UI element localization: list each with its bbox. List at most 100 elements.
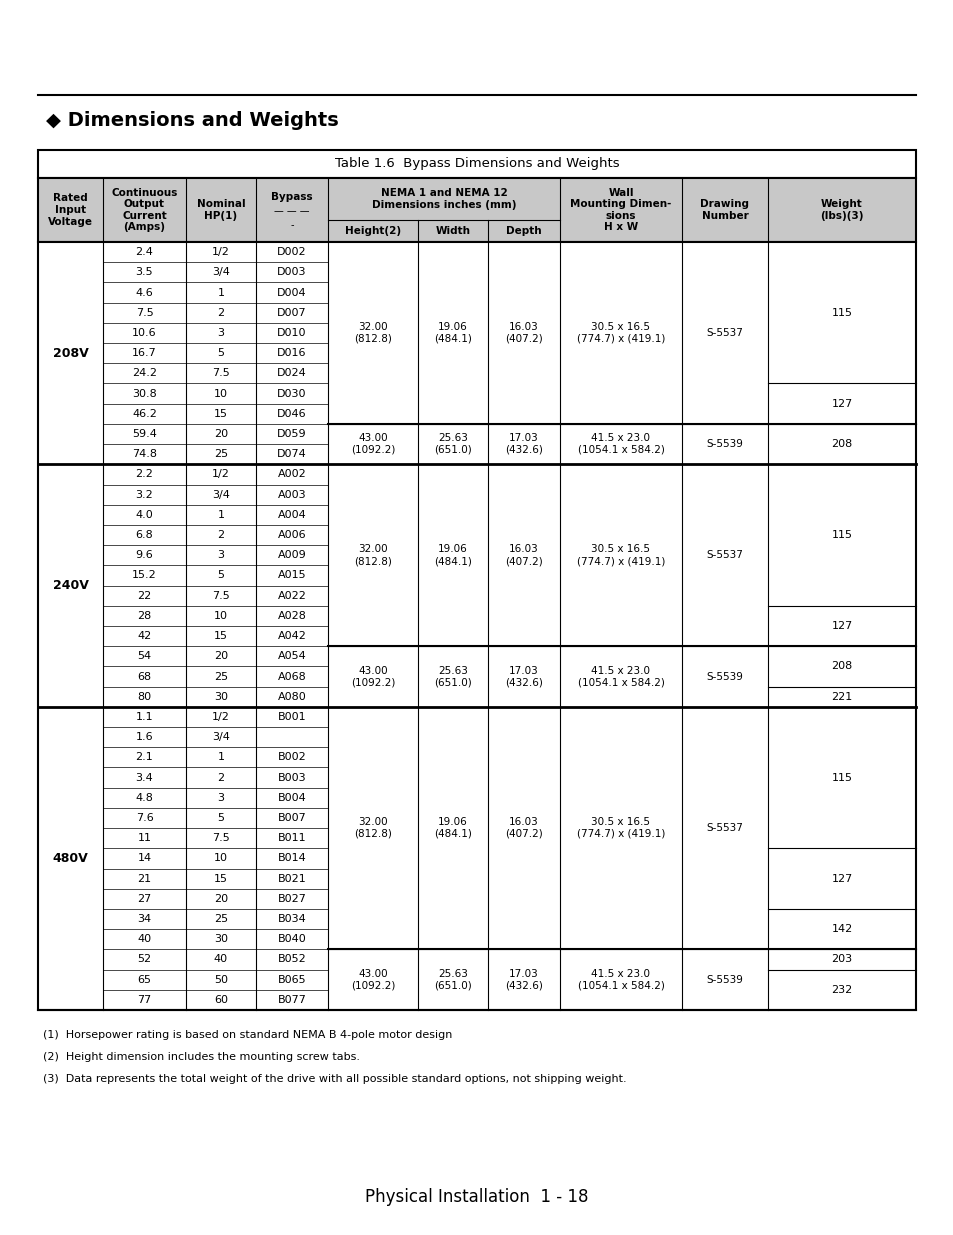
Text: 16.7: 16.7: [132, 348, 156, 358]
Text: 7.5: 7.5: [135, 308, 153, 317]
Text: 25: 25: [213, 914, 228, 924]
Text: 9.6: 9.6: [135, 551, 153, 561]
Text: A002: A002: [277, 469, 306, 479]
Text: D046: D046: [277, 409, 307, 419]
Text: A080: A080: [277, 692, 306, 701]
Text: 40: 40: [137, 934, 152, 945]
Text: 54: 54: [137, 651, 152, 661]
Text: 4.6: 4.6: [135, 288, 153, 298]
Text: 2.4: 2.4: [135, 247, 153, 257]
Text: A003: A003: [277, 489, 306, 500]
Text: B077: B077: [277, 995, 306, 1005]
Text: 115: 115: [831, 530, 852, 540]
Text: D030: D030: [277, 389, 307, 399]
Text: D024: D024: [276, 368, 307, 378]
Text: 20: 20: [213, 651, 228, 661]
Text: 480V: 480V: [52, 852, 89, 864]
Text: D010: D010: [277, 329, 307, 338]
Text: 68: 68: [137, 672, 152, 682]
Text: 1/2: 1/2: [212, 711, 230, 722]
Text: 20: 20: [213, 894, 228, 904]
Text: 32.00
(812.8): 32.00 (812.8): [354, 545, 392, 566]
Text: 1.1: 1.1: [135, 711, 153, 722]
Text: 25.63
(651.0): 25.63 (651.0): [434, 666, 472, 688]
Text: S-5539: S-5539: [706, 974, 742, 984]
Text: 3.2: 3.2: [135, 489, 153, 500]
Text: 20: 20: [213, 429, 228, 438]
Text: B003: B003: [277, 773, 306, 783]
Text: 16.03
(407.2): 16.03 (407.2): [504, 322, 542, 343]
Text: 2: 2: [217, 308, 224, 317]
Bar: [38, 178, 915, 242]
Text: 74.8: 74.8: [132, 450, 157, 459]
Text: 25: 25: [213, 450, 228, 459]
Text: 142: 142: [830, 924, 852, 934]
Text: A068: A068: [277, 672, 306, 682]
Text: 5: 5: [217, 813, 224, 823]
Text: 52: 52: [137, 955, 152, 965]
Text: D003: D003: [277, 267, 307, 278]
Text: 15: 15: [213, 873, 228, 883]
Text: 10: 10: [213, 611, 228, 621]
Text: 30: 30: [213, 692, 228, 701]
Text: 77: 77: [137, 995, 152, 1005]
Text: 16.03
(407.2): 16.03 (407.2): [504, 818, 542, 839]
Text: 80: 80: [137, 692, 152, 701]
Text: 1: 1: [217, 752, 224, 762]
Text: B002: B002: [277, 752, 306, 762]
Text: Drawing
Number: Drawing Number: [700, 199, 749, 221]
Text: Physical Installation  1 - 18: Physical Installation 1 - 18: [365, 1188, 588, 1207]
Text: 15.2: 15.2: [132, 571, 156, 580]
Text: S-5539: S-5539: [706, 672, 742, 682]
Text: 32.00
(812.8): 32.00 (812.8): [354, 818, 392, 839]
Text: 17.03
(432.6): 17.03 (432.6): [504, 433, 542, 454]
Text: S-5537: S-5537: [706, 823, 742, 834]
Text: 46.2: 46.2: [132, 409, 157, 419]
Text: 3: 3: [217, 793, 224, 803]
Text: B065: B065: [277, 974, 306, 984]
Text: D007: D007: [277, 308, 307, 317]
Text: 127: 127: [830, 621, 852, 631]
Text: 30.8: 30.8: [132, 389, 156, 399]
Text: 19.06
(484.1): 19.06 (484.1): [434, 818, 472, 839]
Text: 59.4: 59.4: [132, 429, 157, 438]
Text: 32.00
(812.8): 32.00 (812.8): [354, 322, 392, 343]
Text: 1/2: 1/2: [212, 247, 230, 257]
Text: 15: 15: [213, 409, 228, 419]
Text: (3)  Data represents the total weight of the drive with all possible standard op: (3) Data represents the total weight of …: [43, 1074, 626, 1084]
Text: B027: B027: [277, 894, 306, 904]
Text: 3.4: 3.4: [135, 773, 153, 783]
Text: 30.5 x 16.5
(774.7) x (419.1): 30.5 x 16.5 (774.7) x (419.1): [577, 818, 664, 839]
Text: Nominal
HP(1): Nominal HP(1): [196, 199, 245, 221]
Text: 43.00
(1092.2): 43.00 (1092.2): [351, 666, 395, 688]
Text: 127: 127: [830, 873, 852, 883]
Text: 41.5 x 23.0
(1054.1 x 584.2): 41.5 x 23.0 (1054.1 x 584.2): [577, 433, 663, 454]
Text: A006: A006: [277, 530, 306, 540]
Text: 60: 60: [213, 995, 228, 1005]
Text: 34: 34: [137, 914, 152, 924]
Bar: [38, 242, 915, 1010]
Text: 22: 22: [137, 590, 152, 600]
Text: 28: 28: [137, 611, 152, 621]
Text: B001: B001: [277, 711, 306, 722]
Text: 5: 5: [217, 348, 224, 358]
Text: Table 1.6  Bypass Dimensions and Weights: Table 1.6 Bypass Dimensions and Weights: [335, 158, 618, 170]
Text: Bypass: Bypass: [271, 191, 313, 203]
Text: B007: B007: [277, 813, 306, 823]
Text: 1/2: 1/2: [212, 469, 230, 479]
Bar: [38, 149, 915, 178]
Text: 65: 65: [137, 974, 152, 984]
Text: 2.2: 2.2: [135, 469, 153, 479]
Text: 115: 115: [831, 773, 852, 783]
Text: 10: 10: [213, 389, 228, 399]
Text: B014: B014: [277, 853, 306, 863]
Text: A015: A015: [277, 571, 306, 580]
Text: Weight
(lbs)(3): Weight (lbs)(3): [820, 199, 862, 221]
Text: 4.0: 4.0: [135, 510, 153, 520]
Text: — — —: — — —: [274, 206, 310, 216]
Text: 2: 2: [217, 773, 224, 783]
Text: 2.1: 2.1: [135, 752, 153, 762]
Text: 1: 1: [217, 510, 224, 520]
Text: 30.5 x 16.5
(774.7) x (419.1): 30.5 x 16.5 (774.7) x (419.1): [577, 545, 664, 566]
Text: 2: 2: [217, 530, 224, 540]
